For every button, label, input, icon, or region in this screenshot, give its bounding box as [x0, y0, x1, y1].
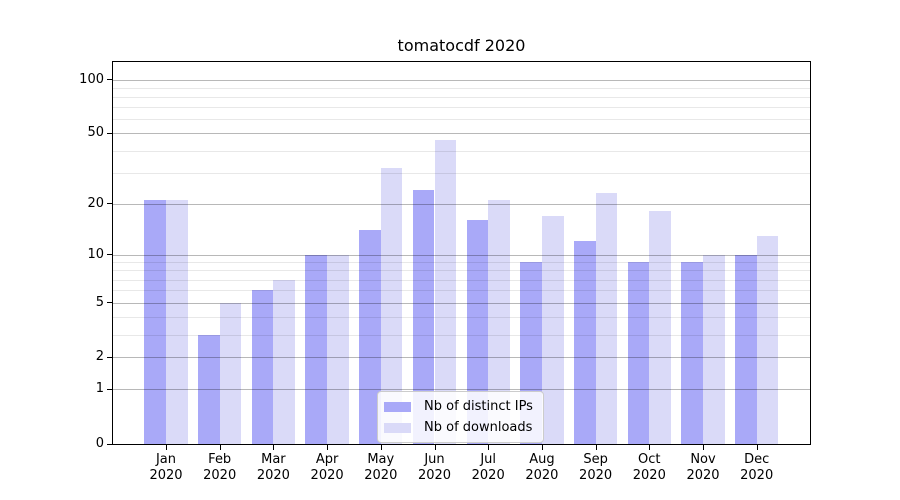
y-tick-label: 20	[87, 195, 104, 211]
x-tick-mark	[703, 445, 704, 450]
chart-title: tomatocdf 2020	[397, 36, 526, 55]
bar-downloads-mar-2020	[273, 279, 296, 444]
legend-swatch-downloads	[384, 422, 411, 433]
x-tick-mark	[756, 445, 758, 450]
x-tick-label: Apr 2020	[310, 452, 344, 483]
y-tick-label: 2	[95, 349, 104, 365]
bar-ips-nov-2020	[681, 262, 703, 444]
x-tick-label: Oct 2020	[632, 452, 666, 483]
bar-downloads-nov-2020	[703, 254, 725, 444]
legend-swatch-distinct-ips	[384, 401, 411, 412]
y-tick-mark	[107, 302, 112, 303]
bars-layer	[113, 62, 810, 444]
plot-area	[112, 61, 811, 445]
x-tick-label: Sep 2020	[579, 452, 613, 483]
y-tick-mark	[107, 388, 112, 390]
bar-ips-may-2020	[359, 230, 381, 444]
legend-item-distinct-ips: Nb of distinct IPs	[384, 399, 533, 414]
legend: Nb of distinct IPs Nb of downloads	[377, 391, 544, 443]
x-tick-mark	[327, 445, 329, 450]
legend-label-downloads: Nb of downloads	[424, 420, 533, 435]
bar-downloads-may-2020	[380, 167, 403, 444]
bar-ips-dec-2020	[735, 254, 757, 444]
x-tick-mark	[380, 445, 382, 450]
x-tick-mark	[166, 445, 167, 450]
x-tick-label: Aug 2020	[525, 452, 559, 483]
x-tick-label: Dec 2020	[740, 452, 774, 483]
y-tick-mark	[107, 203, 112, 204]
bar-downloads-apr-2020	[327, 254, 349, 444]
bar-ips-jun-2020	[412, 189, 435, 444]
x-tick-label: Nov 2020	[686, 452, 720, 483]
bar-ips-mar-2020	[251, 290, 274, 444]
x-tick-label: Mar 2020	[256, 452, 290, 483]
bar-downloads-sep-2020	[595, 193, 618, 444]
y-tick-label: 1	[95, 381, 104, 397]
x-tick-label: Jan 2020	[149, 452, 183, 483]
legend-label-distinct-ips: Nb of distinct IPs	[424, 399, 533, 414]
y-tick-mark	[107, 443, 112, 445]
bar-downloads-jan-2020	[166, 199, 188, 444]
x-tick-label: Feb 2020	[203, 452, 237, 483]
y-tick-label: 10	[87, 246, 104, 262]
legend-item-downloads: Nb of downloads	[384, 420, 533, 435]
y-tick-mark	[107, 254, 112, 256]
y-tick-label: 0	[95, 436, 104, 451]
y-tick-label: 5	[95, 294, 104, 310]
bar-downloads-jun-2020	[434, 139, 457, 444]
bar-ips-sep-2020	[573, 241, 596, 444]
x-tick-mark	[649, 445, 651, 450]
x-tick-label: Jun 2020	[417, 452, 452, 483]
x-tick-mark	[434, 445, 436, 450]
bar-downloads-dec-2020	[756, 235, 779, 444]
bar-downloads-aug-2020	[541, 215, 564, 444]
bar-downloads-jul-2020	[488, 199, 510, 444]
bar-ips-jul-2020	[466, 220, 489, 444]
y-tick-mark	[107, 132, 112, 134]
bar-ips-feb-2020	[198, 334, 220, 444]
y-tick-mark	[107, 79, 112, 80]
x-tick-mark	[273, 445, 275, 450]
y-tick-label: 100	[79, 71, 104, 87]
x-tick-mark	[595, 445, 597, 450]
bar-ips-oct-2020	[627, 262, 650, 444]
bar-ips-jan-2020	[144, 199, 166, 444]
x-tick-mark	[488, 445, 490, 450]
y-tick-mark	[107, 356, 112, 358]
bar-downloads-oct-2020	[649, 211, 671, 444]
x-tick-mark	[219, 445, 221, 450]
x-tick-label: May 2020	[364, 452, 398, 483]
bar-downloads-feb-2020	[219, 302, 242, 444]
x-tick-label: Jul 2020	[471, 452, 505, 483]
y-tick-label: 50	[87, 125, 104, 141]
bar-ips-apr-2020	[305, 254, 328, 444]
x-tick-mark	[541, 445, 543, 450]
